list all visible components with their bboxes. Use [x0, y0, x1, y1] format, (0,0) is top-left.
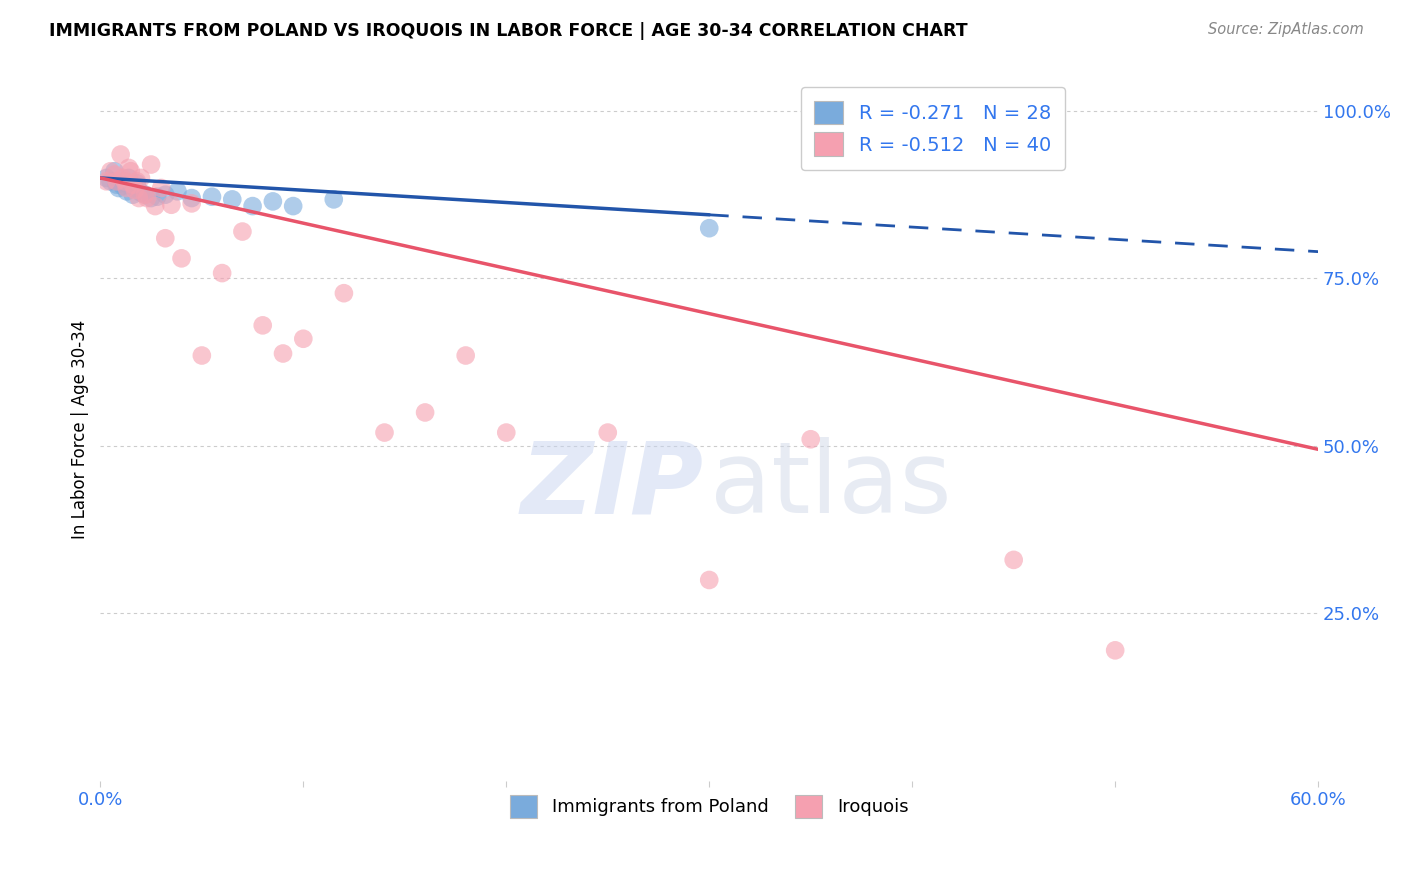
Point	[100, 164, 122, 178]
Point	[697, 573, 720, 587]
Point	[107, 181, 129, 195]
Point	[103, 168, 125, 182]
Point	[124, 181, 146, 195]
Point	[146, 190, 169, 204]
Point	[121, 178, 143, 192]
Point	[271, 346, 294, 360]
Point	[333, 286, 356, 301]
Point	[134, 187, 156, 202]
Point	[252, 318, 274, 333]
Point	[129, 186, 152, 200]
Point	[143, 199, 166, 213]
Text: Source: ZipAtlas.com: Source: ZipAtlas.com	[1208, 22, 1364, 37]
Point	[103, 164, 125, 178]
Point	[105, 178, 128, 192]
Point	[111, 170, 134, 185]
Point	[283, 199, 305, 213]
Point	[800, 432, 823, 446]
Point	[114, 174, 136, 188]
Point	[139, 191, 162, 205]
Point	[697, 221, 720, 235]
Point	[111, 179, 134, 194]
Point	[124, 183, 146, 197]
Point	[454, 349, 477, 363]
Point	[292, 332, 315, 346]
Point	[1104, 643, 1126, 657]
Point	[125, 177, 148, 191]
Point	[114, 174, 136, 188]
Point	[221, 193, 243, 207]
Point	[166, 185, 188, 199]
Point	[191, 349, 214, 363]
Point	[160, 198, 183, 212]
Point	[129, 170, 152, 185]
Point	[110, 147, 132, 161]
Point	[150, 181, 173, 195]
Point	[125, 174, 148, 188]
Point	[134, 187, 156, 202]
Point	[96, 170, 118, 185]
Point	[110, 177, 132, 191]
Point	[105, 174, 128, 188]
Legend: Immigrants from Poland, Iroquois: Immigrants from Poland, Iroquois	[503, 789, 915, 825]
Point	[495, 425, 517, 440]
Point	[373, 425, 395, 440]
Point	[139, 157, 162, 171]
Point	[121, 187, 143, 202]
Text: ZIP: ZIP	[520, 437, 703, 534]
Point	[180, 191, 202, 205]
Point	[155, 187, 177, 202]
Text: atlas: atlas	[710, 437, 952, 534]
Point	[115, 185, 138, 199]
Point	[413, 405, 436, 419]
Point	[201, 190, 224, 204]
Point	[155, 231, 177, 245]
Point	[231, 225, 253, 239]
Point	[120, 164, 142, 178]
Point	[1002, 553, 1025, 567]
Point	[596, 425, 619, 440]
Point	[118, 170, 141, 185]
Point	[128, 191, 150, 205]
Point	[118, 161, 141, 175]
Point	[96, 174, 118, 188]
Point	[211, 266, 233, 280]
Point	[120, 179, 142, 194]
Point	[180, 196, 202, 211]
Y-axis label: In Labor Force | Age 30-34: In Labor Force | Age 30-34	[72, 319, 89, 539]
Text: IMMIGRANTS FROM POLAND VS IROQUOIS IN LABOR FORCE | AGE 30-34 CORRELATION CHART: IMMIGRANTS FROM POLAND VS IROQUOIS IN LA…	[49, 22, 967, 40]
Point	[136, 191, 159, 205]
Point	[100, 174, 122, 188]
Point	[322, 193, 344, 207]
Point	[115, 181, 138, 195]
Point	[170, 252, 193, 266]
Point	[242, 199, 264, 213]
Point	[262, 194, 284, 209]
